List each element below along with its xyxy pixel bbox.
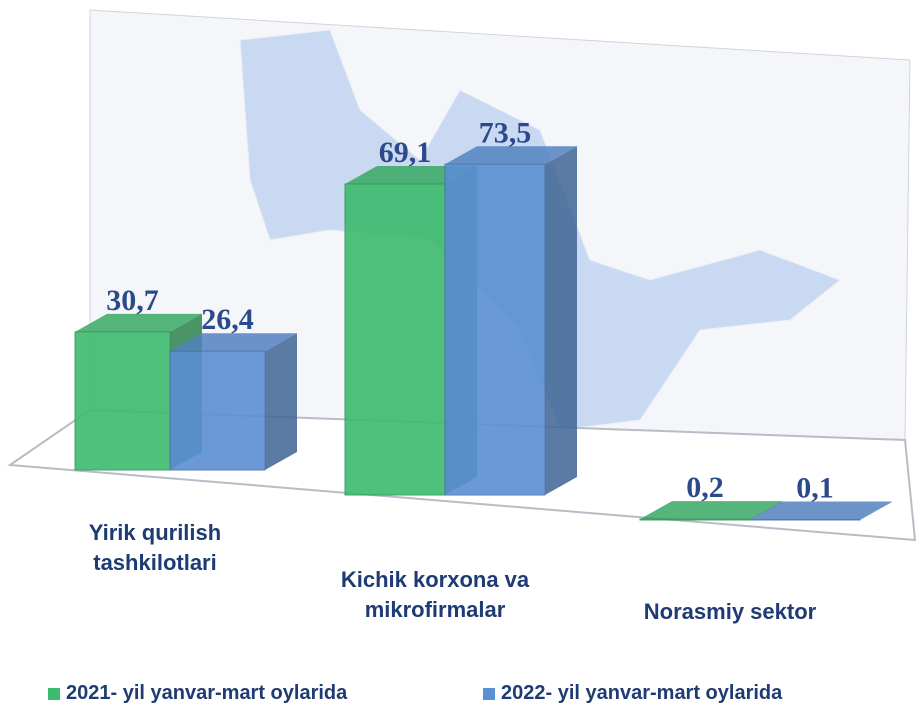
legend-swatch <box>48 687 60 700</box>
category-label: Yirik qurilish tashkilotlari <box>88 520 222 575</box>
floor <box>7 408 917 542</box>
legend-label: 2021- yil yanvar-mart oylarida <box>66 682 348 704</box>
legend-item: 2021- yil yanvar-mart oylarida <box>48 682 347 705</box>
category-label: Norasmiy sektor <box>643 599 817 624</box>
bar-side <box>860 501 892 520</box>
bar-top <box>75 313 202 332</box>
bar-top <box>750 501 892 520</box>
bar-top <box>640 501 782 520</box>
bar <box>344 183 446 496</box>
bar <box>74 331 171 471</box>
value-label: 0,2 <box>686 471 724 504</box>
bar-top <box>445 146 577 165</box>
bar <box>444 163 546 496</box>
legend-item: 2022- yil yanvar-mart oylarida <box>483 682 782 705</box>
bar <box>639 518 751 521</box>
bar-side <box>265 333 297 470</box>
value-label: 0,1 <box>796 472 834 505</box>
category-label: Kichik korxona va mikrofirmalar <box>340 567 530 622</box>
value-label: 73,5 <box>479 116 532 149</box>
bar <box>169 350 266 471</box>
legend-label: 2022- yil yanvar-mart oylarida <box>501 682 783 704</box>
legend-swatch <box>483 687 495 700</box>
value-label: 30,7 <box>106 284 159 317</box>
value-label: 69,1 <box>379 136 432 169</box>
bar-top <box>170 333 297 352</box>
bar-top <box>345 166 477 185</box>
bar-side <box>545 146 577 495</box>
value-label: 26,4 <box>201 303 254 336</box>
